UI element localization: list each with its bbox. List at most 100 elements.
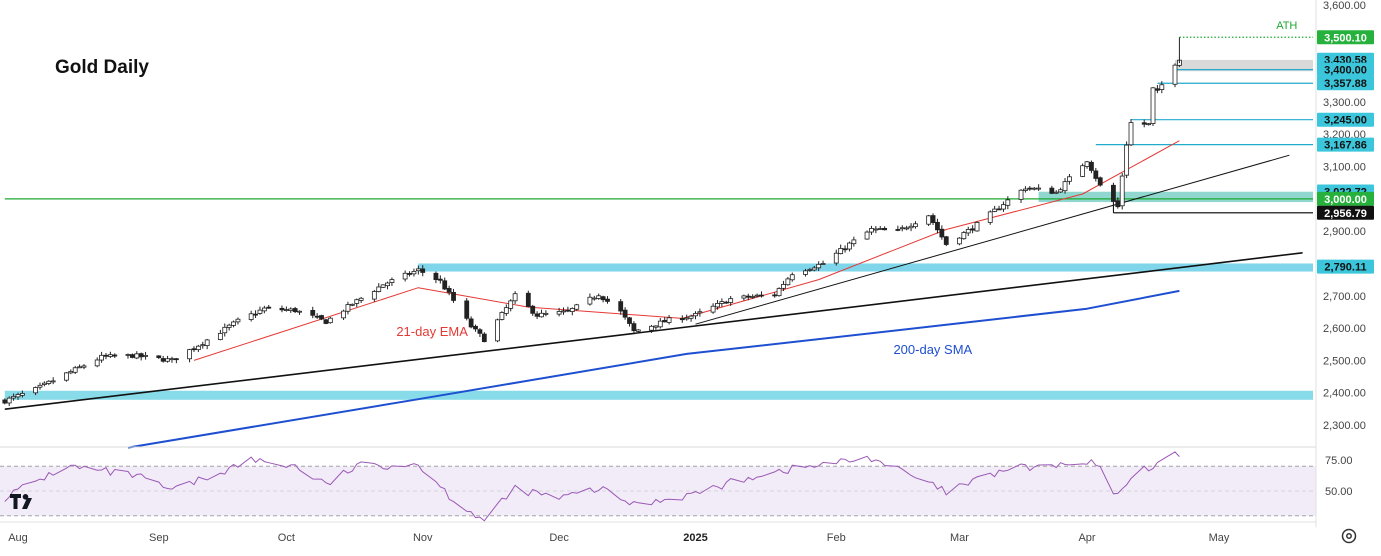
candle-body	[1067, 176, 1072, 182]
chart-title: Gold Daily	[55, 57, 149, 78]
indicator-0	[193, 140, 1180, 361]
candle-body	[565, 309, 571, 312]
candle-body	[288, 308, 294, 311]
annotation-2: 200-day SMA	[893, 342, 972, 357]
zone-2	[418, 263, 1313, 272]
candle-body	[820, 263, 826, 265]
candle-body	[310, 309, 316, 316]
candle-body	[543, 312, 549, 315]
candle-body	[741, 295, 747, 299]
price-badge	[1317, 30, 1374, 45]
price-badge	[1317, 259, 1374, 274]
tradingview-logo-icon	[10, 494, 32, 509]
candle-body	[464, 300, 470, 319]
candle-body	[77, 366, 82, 369]
y-tick-label: 3,300.00	[1323, 97, 1366, 109]
candle-body	[222, 326, 228, 334]
candle-body	[341, 310, 346, 319]
candle-body	[847, 242, 852, 250]
candle-body	[451, 291, 456, 301]
candle-body	[534, 313, 540, 317]
candle-body	[41, 382, 47, 385]
candle-body	[481, 333, 487, 343]
y-tick-label: 3,100.00	[1323, 162, 1366, 174]
candle-body	[50, 380, 56, 383]
candle-body	[165, 358, 170, 362]
candle-body	[1053, 191, 1059, 194]
candle-body	[253, 313, 258, 316]
candle-body	[697, 311, 703, 314]
candle-body	[477, 329, 483, 334]
candle-body	[1150, 87, 1156, 124]
candle-body	[499, 312, 505, 320]
x-tick-label: Mar	[950, 532, 969, 544]
rsi-tick-label: 50.00	[1325, 486, 1353, 498]
candle-body	[402, 272, 408, 280]
candle-body	[525, 292, 531, 307]
candle-body	[688, 315, 694, 319]
candle-body	[987, 211, 993, 223]
candle-body	[257, 309, 263, 314]
candle-body	[622, 309, 628, 318]
candle-body	[1001, 204, 1006, 210]
candle-body	[1097, 177, 1103, 186]
candle-body	[226, 324, 232, 328]
candle-body	[468, 318, 474, 328]
candle-body	[662, 319, 668, 323]
candle-body	[833, 252, 839, 264]
x-tick-label: Aug	[8, 532, 28, 544]
indicator-1	[127, 289, 1180, 449]
candle-body	[1005, 199, 1011, 206]
trendline-1	[695, 154, 1290, 325]
candle-body	[63, 372, 69, 381]
candle-body	[2, 399, 8, 404]
candle-body	[935, 221, 940, 231]
candle-body	[970, 228, 976, 231]
candle-body	[1018, 189, 1024, 200]
candle-body	[94, 359, 100, 367]
candle-body	[772, 294, 778, 297]
candle-body	[1023, 188, 1028, 191]
candle-body	[591, 297, 597, 300]
candle-body	[138, 353, 144, 358]
candle-body	[842, 248, 848, 251]
candle-body	[715, 303, 720, 308]
candle-body	[143, 355, 148, 357]
chart-settings-icon[interactable]	[1339, 526, 1359, 546]
candle-body	[19, 393, 25, 396]
zone-0	[1175, 59, 1313, 72]
candle-body	[649, 325, 654, 331]
candle-body	[37, 384, 43, 388]
candle-body	[600, 296, 606, 301]
candle-body	[759, 294, 764, 297]
price-badge-label: 3,000.00	[1324, 194, 1367, 206]
candle-body	[723, 301, 729, 304]
candle-body	[191, 348, 197, 351]
candle-body	[838, 248, 844, 255]
candle-body	[895, 229, 901, 231]
candle-body	[512, 293, 518, 302]
candle-body	[873, 228, 879, 231]
candle-body	[750, 296, 756, 298]
x-tick-label: Oct	[278, 532, 295, 544]
zone-3	[4, 390, 1313, 400]
candle-body	[358, 297, 364, 301]
x-axis[interactable]: Aug Sep Oct Nov Dec 2025 Feb Mar Apr May	[0, 521, 1316, 544]
candle-body	[635, 329, 641, 332]
candles-layer	[2, 37, 1182, 407]
candle-body	[877, 228, 883, 230]
candle-body	[495, 319, 500, 342]
y-tick-label: 2,400.00	[1323, 388, 1366, 400]
candle-body	[1155, 88, 1160, 91]
y-tick-label: 2,300.00	[1323, 420, 1366, 432]
candle-body	[81, 365, 87, 368]
x-tick-label: Apr	[1078, 532, 1095, 544]
candle-body	[939, 228, 945, 238]
candle-body	[904, 227, 910, 230]
candle-body	[292, 308, 298, 313]
trendline-0	[4, 252, 1303, 410]
candle-body	[864, 231, 870, 240]
candle-body	[1062, 181, 1068, 192]
